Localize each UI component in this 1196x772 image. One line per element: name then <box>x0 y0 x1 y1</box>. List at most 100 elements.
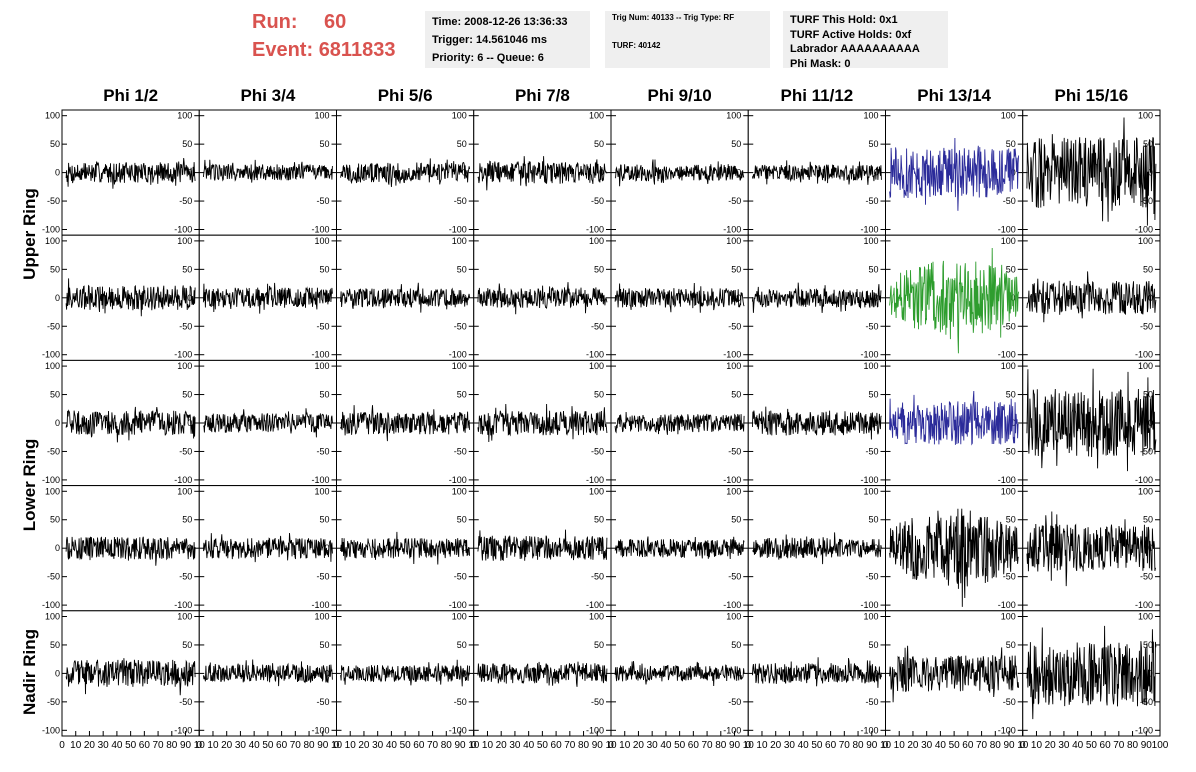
y-tick-label: 100 <box>177 111 192 121</box>
y-tick-label: 50 <box>731 264 741 274</box>
x-tick-label: 60 <box>413 740 425 751</box>
waveform-trace <box>203 408 333 438</box>
x-tick-label: 0 <box>471 740 477 751</box>
waveform-trace <box>340 531 471 565</box>
x-tick-label: 90 <box>866 740 878 751</box>
x-tick-label: 30 <box>647 740 659 751</box>
x-tick-label: 70 <box>839 740 851 751</box>
x-tick-label: 80 <box>578 740 590 751</box>
waveform-trace <box>614 159 745 187</box>
y-tick-label: 100 <box>726 111 741 121</box>
column-label: Phi 3/4 <box>240 86 296 105</box>
x-tick-label: 20 <box>84 740 96 751</box>
y-tick-label: -50 <box>1003 697 1016 707</box>
y-tick-label: 0 <box>55 668 60 678</box>
y-tick-label: 0 <box>599 668 604 678</box>
x-tick-label: 50 <box>674 740 686 751</box>
y-tick-label: -100 <box>42 725 60 735</box>
y-tick-label: -100 <box>860 600 878 610</box>
y-tick-label: -100 <box>311 350 329 360</box>
y-tick-label: 100 <box>45 486 60 496</box>
y-tick-label: 50 <box>319 640 329 650</box>
y-tick-label: -100 <box>449 350 467 360</box>
y-tick-label: -50 <box>591 446 604 456</box>
x-tick-label: 70 <box>564 740 576 751</box>
y-tick-label: 50 <box>868 515 878 525</box>
y-tick-label: 0 <box>55 418 60 428</box>
x-tick-label: 80 <box>852 740 864 751</box>
y-tick-label: 0 <box>55 293 60 303</box>
y-tick-label: 0 <box>55 168 60 178</box>
y-tick-label: 100 <box>177 611 192 621</box>
y-tick-label: 50 <box>50 139 60 149</box>
waveform-trace <box>751 160 882 185</box>
y-tick-label: -50 <box>454 446 467 456</box>
x-tick-label: 10 <box>880 740 892 751</box>
y-tick-label: 50 <box>457 264 467 274</box>
y-tick-label: -100 <box>998 600 1016 610</box>
y-tick-label: 50 <box>594 390 604 400</box>
y-tick-label: 0 <box>187 418 192 428</box>
y-tick-label: -100 <box>860 475 878 485</box>
waveform-trace <box>889 645 1020 703</box>
turf-active-text: TURF Active Holds: 0xf <box>790 28 912 41</box>
y-tick-label: 100 <box>452 361 467 371</box>
turf-hold-text: TURF This Hold: 0x1 <box>790 14 898 26</box>
x-tick-label: 30 <box>509 740 521 751</box>
x-tick-label: 40 <box>386 740 398 751</box>
y-tick-label: 100 <box>314 236 329 246</box>
time-panel: Time: 2008-12-26 13:36:33 Trigger: 14.56… <box>425 11 590 68</box>
y-tick-label: -50 <box>179 697 192 707</box>
x-tick-label: 30 <box>784 740 796 751</box>
waveform-trace <box>340 659 471 687</box>
y-tick-label: -100 <box>586 600 604 610</box>
y-tick-label: 100 <box>1138 611 1153 621</box>
y-tick-label: 50 <box>1143 515 1153 525</box>
x-tick-label: 70 <box>1113 740 1125 751</box>
y-tick-label: 50 <box>594 515 604 525</box>
y-tick-label: -50 <box>179 321 192 331</box>
waveform-trace <box>202 282 333 314</box>
waveform-trace <box>65 157 196 189</box>
x-tick-label: 0 <box>745 740 751 751</box>
x-tick-label: 50 <box>537 740 549 751</box>
y-tick-label: 50 <box>594 640 604 650</box>
x-tick-label: 90 <box>592 740 604 751</box>
y-tick-label: 50 <box>457 515 467 525</box>
x-tick-label: 50 <box>400 740 412 751</box>
x-tick-label: 0 <box>196 740 202 751</box>
y-tick-label: -100 <box>1135 225 1153 235</box>
y-tick-label: -50 <box>47 321 60 331</box>
waveform-trace <box>65 406 196 443</box>
labrador-text: Labrador AAAAAAAAAA <box>790 43 920 55</box>
waveform-trace <box>65 658 196 696</box>
y-tick-label: -50 <box>316 321 329 331</box>
y-tick-label: -50 <box>1003 321 1016 331</box>
y-tick-label: 100 <box>863 611 878 621</box>
y-tick-label: 100 <box>177 236 192 246</box>
y-tick-label: 100 <box>589 361 604 371</box>
y-tick-label: -100 <box>449 600 467 610</box>
x-tick-label: 70 <box>702 740 714 751</box>
y-tick-label: 0 <box>462 543 467 553</box>
y-tick-label: -100 <box>42 350 60 360</box>
y-tick-label: 100 <box>589 486 604 496</box>
phi-mask-text: Phi Mask: 0 <box>790 57 851 70</box>
y-tick-label: -50 <box>865 196 878 206</box>
x-tick-label: 60 <box>139 740 151 751</box>
y-tick-label: -50 <box>454 572 467 582</box>
y-tick-label: 100 <box>452 486 467 496</box>
